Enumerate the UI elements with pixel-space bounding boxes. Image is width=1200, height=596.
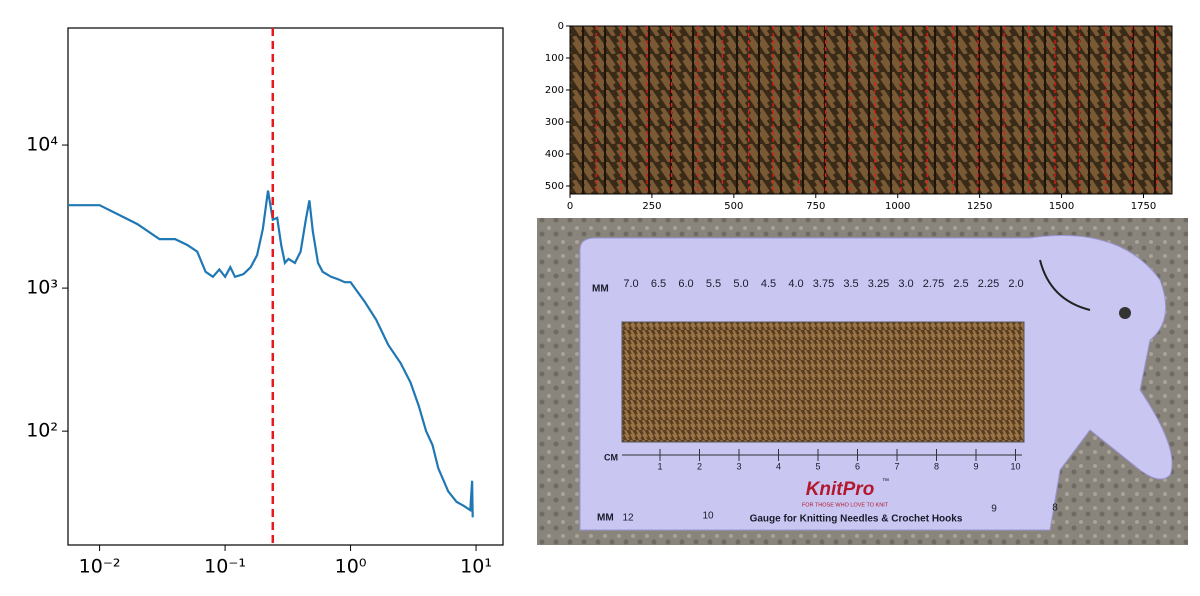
ruler-number: 7 [894, 461, 899, 471]
hook-size: 9 [991, 504, 997, 515]
gauge-photo: MM 7.0 6.5 6.0 5.5 5.0 4.5 4.0 3.75 3.5 3.25 3.0 2.7… [537, 218, 1188, 545]
trademark: ™ [882, 478, 889, 485]
ruler-number: 8 [934, 461, 939, 471]
needle-size: 3.75 [813, 278, 834, 290]
ruler-number: 5 [815, 461, 820, 471]
y-tick-label: 10² [26, 420, 58, 442]
x-tick-label: 0 [567, 201, 573, 212]
plot-frame [67, 27, 504, 546]
needle-size: 3.25 [868, 278, 889, 290]
knit-image [569, 25, 1173, 195]
ear-line [1039, 259, 1091, 311]
spectrum-line [68, 190, 474, 518]
x-tick-label: 1750 [1131, 201, 1156, 212]
y-tick-label: 10⁴ [26, 134, 58, 156]
hook-size: 8 [1052, 503, 1058, 514]
gauge-window [621, 321, 1025, 443]
needle-size: 2.0 [1008, 278, 1023, 290]
hook-size: 10 [702, 511, 714, 522]
ruler-number: 9 [973, 461, 978, 471]
y-tick-label: 300 [545, 117, 564, 128]
x-tick-label: 10¹ [460, 556, 492, 578]
needle-size: 4.0 [788, 278, 803, 290]
ruler-number: 3 [736, 461, 741, 471]
eye [1119, 307, 1131, 319]
needle-size: 6.5 [651, 278, 666, 290]
ruler-number: 10 [1010, 461, 1020, 471]
y-tick-label: 500 [545, 181, 564, 192]
x-tick-label: 1500 [1049, 201, 1074, 212]
x-tick-label: 250 [642, 201, 661, 212]
y-tick-label: 200 [545, 85, 564, 96]
y-tick-label: 10³ [26, 277, 58, 299]
mm-label: MM [597, 513, 614, 524]
needle-size: 3.5 [843, 278, 858, 290]
mm-label: MM [592, 284, 609, 295]
hook-size: 12 [622, 513, 634, 524]
y-tick-label: 0 [558, 21, 564, 32]
x-tick-label: 1000 [885, 201, 910, 212]
needle-size: 7.0 [623, 278, 638, 290]
needle-size: 6.0 [678, 278, 693, 290]
needle-size: 4.5 [761, 278, 776, 290]
needle-size: 5.0 [733, 278, 748, 290]
cm-label: CM [604, 452, 618, 462]
x-tick-label: 500 [724, 201, 743, 212]
x-tick-label: 750 [806, 201, 825, 212]
x-tick-label: 10⁻² [79, 556, 121, 578]
ruler-number: 2 [697, 461, 702, 471]
needle-size: 5.5 [706, 278, 721, 290]
x-tick-label: 10⁰ [335, 556, 367, 578]
needle-size: 3.0 [898, 278, 913, 290]
brand: KnitPro [806, 479, 875, 500]
caption: Gauge for Knitting Needles & Crochet Hoo… [750, 514, 963, 525]
ruler-number: 1 [657, 461, 662, 471]
tagline: FOR THOSE WHO LOVE TO KNIT [802, 502, 889, 508]
needle-size: 2.75 [923, 278, 944, 290]
x-tick-label: 1250 [967, 201, 992, 212]
ruler-number: 6 [855, 461, 860, 471]
needle-size: 2.5 [953, 278, 968, 290]
x-tick-label: 10⁻¹ [204, 556, 246, 578]
y-tick-label: 400 [545, 149, 564, 160]
needle-size: 2.25 [978, 278, 999, 290]
y-tick-label: 100 [545, 53, 564, 64]
ruler-number: 4 [776, 461, 781, 471]
